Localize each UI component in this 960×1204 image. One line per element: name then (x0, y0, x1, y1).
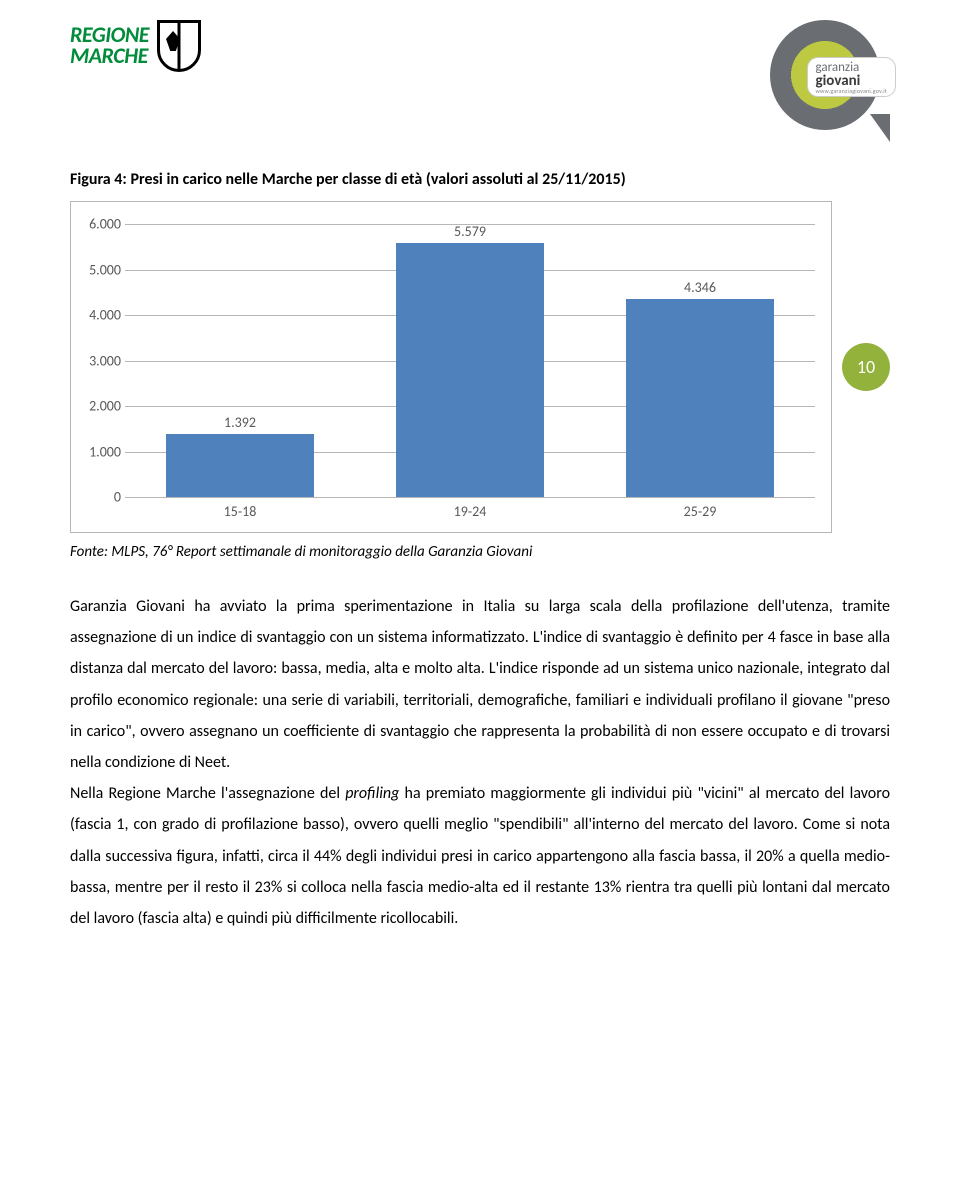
para2-b: ha premiato maggiormente gli individui p… (70, 784, 890, 928)
category-label: 25-29 (684, 503, 717, 520)
paragraph-2: Nella Regione Marche l'assegnazione del … (70, 778, 890, 934)
shield-icon (157, 20, 201, 72)
bar: 5.579 (396, 243, 543, 497)
gg-arrow-icon (870, 114, 890, 142)
bar-cell: 4.34625-29 (585, 224, 815, 497)
gg-badge: garanzia giovani www.garanziagiovani.gov… (808, 58, 896, 96)
figure-title: Figura 4: Presi in carico nelle Marche p… (70, 170, 890, 189)
chart-source: Fonte: MLPS, 76° Report settimanale di m… (70, 543, 890, 561)
body-text: Garanzia Giovani ha avviato la prima spe… (70, 591, 890, 934)
para2-em: profiling (345, 784, 399, 803)
page-header: REGIONE MARCHE garanzia giovani www.gara… (70, 20, 890, 140)
y-axis-label: 3.000 (77, 352, 121, 369)
bar-chart: 01.0002.0003.0004.0005.0006.0001.39215-1… (70, 201, 832, 533)
bar: 1.392 (166, 434, 313, 497)
bar-value-label: 1.392 (224, 414, 256, 431)
y-axis-label: 6.000 (77, 216, 121, 233)
y-axis-label: 4.000 (77, 307, 121, 324)
garanzia-giovani-logo: garanzia giovani www.garanziagiovani.gov… (770, 20, 890, 140)
logo-text: REGIONE MARCHE (70, 25, 149, 67)
page-number-badge: 10 (842, 343, 890, 391)
chart-row: 01.0002.0003.0004.0005.0006.0001.39215-1… (70, 201, 890, 533)
y-axis-label: 1.000 (77, 443, 121, 460)
bar-value-label: 4.346 (684, 279, 716, 296)
bar-cell: 5.57919-24 (355, 224, 585, 497)
bar-value-label: 5.579 (454, 223, 486, 240)
bar-cell: 1.39215-18 (125, 224, 355, 497)
regione-marche-logo: REGIONE MARCHE (70, 20, 201, 72)
bar: 4.346 (626, 299, 773, 497)
para2-a: Nella Regione Marche l'assegnazione del (70, 784, 345, 803)
bars-container: 1.39215-185.57919-244.34625-29 (125, 224, 815, 497)
gg-line3: www.garanziagiovani.gov.it (816, 89, 888, 95)
logo-line2: MARCHE (70, 46, 149, 67)
category-label: 15-18 (224, 503, 257, 520)
paragraph-1: Garanzia Giovani ha avviato la prima spe… (70, 591, 890, 778)
y-axis-label: 2.000 (77, 398, 121, 415)
category-label: 19-24 (454, 503, 487, 520)
y-axis-label: 5.000 (77, 261, 121, 278)
y-axis-label: 0 (77, 489, 121, 506)
